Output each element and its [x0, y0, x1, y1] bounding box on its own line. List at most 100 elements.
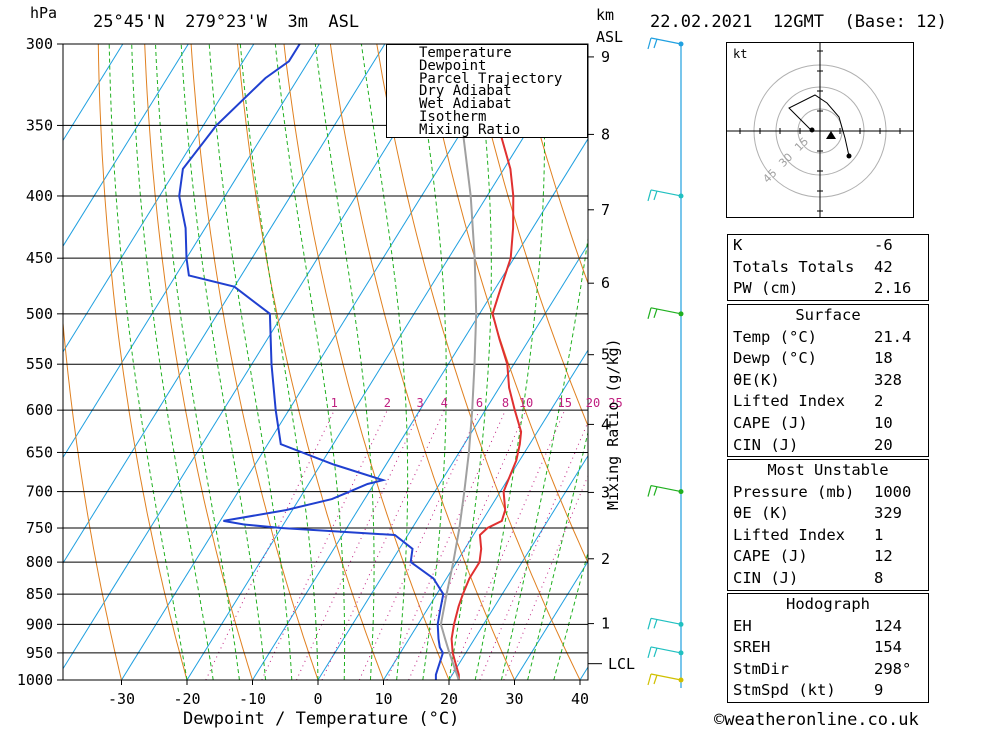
isotherm-line — [121, 44, 517, 680]
pressure-tick-label: 650 — [26, 443, 53, 461]
surface-thetae-label: θE(K) — [733, 370, 780, 389]
index-table-surface: Surface Temp (°C) 21.4 Dewp (°C) 18 θE(K) 3… — [727, 304, 929, 458]
temp-tick-label: 0 — [313, 690, 322, 708]
dry-adiabat-line — [97, 44, 188, 680]
surface-cape-value: 10 — [874, 413, 893, 432]
pressure-tick-label: 750 — [26, 519, 53, 537]
isotherm-line — [317, 243, 588, 680]
dry-adiabat-line — [190, 44, 319, 680]
pressure-tick-label: 1000 — [17, 671, 53, 689]
wind-barb — [647, 484, 682, 497]
mu-pressure-label: Pressure (mb) — [733, 482, 855, 501]
km-tick-label: 6 — [601, 274, 610, 292]
dry-adiabat-line — [376, 44, 581, 680]
isotherm-line — [63, 44, 189, 248]
hodograph-ring-label: 15 — [792, 135, 811, 154]
index-tt-label: Totals Totals — [733, 257, 855, 276]
km-tick-label: 5 — [601, 346, 610, 364]
mixing-ratio-line — [296, 409, 421, 680]
temp-tick-label: -20 — [173, 690, 200, 708]
index-table-general: K -6 Totals Totals 42 PW (cm) 2.16 — [727, 234, 929, 301]
hodograph-ring-label: 45 — [760, 166, 779, 185]
wet-adiabat-line — [155, 44, 240, 680]
hodo-sreh-value: 154 — [874, 638, 902, 657]
dry-adiabat-line — [63, 317, 122, 680]
surface-dewp-value: 18 — [874, 349, 893, 368]
legend-item-label: Dewpoint — [419, 57, 487, 74]
mixing-ratio-tick-label: 20 — [586, 396, 600, 410]
mu-cape-value: 12 — [874, 547, 893, 566]
km-tick-label: 2 — [601, 550, 610, 568]
mixing-ratio-tick-label: 8 — [502, 396, 509, 410]
hodo-stmspd-label: StmSpd (kt) — [733, 681, 836, 700]
wet-adiabat-line — [314, 44, 375, 680]
datetime-label: 22.02.2021 12GMT (Base: 12) — [650, 12, 947, 32]
legend-item-label: Temperature — [419, 45, 512, 61]
wind-barb — [647, 37, 682, 50]
mixing-ratio-tick-label: 6 — [476, 396, 483, 410]
site-link[interactable]: weatheronline.co.uk — [724, 710, 919, 730]
temp-tick-label: 20 — [440, 690, 458, 708]
dry-adiabat-line — [980, 44, 1000, 680]
surface-title: Surface — [795, 306, 861, 324]
pressure-tick-label: 400 — [26, 187, 53, 205]
isotherm-line — [63, 44, 255, 353]
asl-label: ASL — [596, 28, 624, 46]
mixing-ratio-line — [321, 409, 445, 680]
mu-li-label: Lifted Index — [733, 525, 845, 544]
km-tick-label: 8 — [601, 125, 610, 143]
legend-item-label: Mixing Ratio — [419, 121, 521, 138]
temp-tick-label: 30 — [505, 690, 523, 708]
km-tick-label: 9 — [601, 48, 610, 66]
wet-adiabat-line — [553, 550, 588, 680]
plot-area — [63, 44, 1000, 680]
index-tt-value: 42 — [874, 257, 893, 276]
mixing-ratio-tick-label: 1 — [331, 396, 338, 410]
mixing-ratio-axis-title: Mixing Ratio (g/kg) — [604, 338, 622, 510]
mu-title: Most Unstable — [767, 461, 889, 479]
isotherm-line — [252, 137, 588, 680]
hodograph-startpoint — [809, 127, 815, 133]
wind-barb — [647, 307, 682, 320]
hodo-stmspd-value: 9 — [874, 681, 884, 700]
footer-credit[interactable]: ©weatheronline.co.uk — [714, 710, 919, 730]
temp-tick-label: 40 — [571, 690, 589, 708]
dry-adiabat-line — [283, 44, 450, 680]
wind-barb — [647, 189, 682, 202]
pressure-tick-label: 800 — [26, 553, 53, 571]
isotherm-line — [383, 349, 588, 680]
wet-adiabat-line — [414, 44, 447, 680]
surface-temp-value: 21.4 — [874, 327, 912, 346]
km-tick-label: 4 — [601, 415, 610, 433]
location-title: 25°45'N 279°23'W 3m ASL — [93, 12, 360, 32]
dry-adiabat-line — [934, 44, 1000, 680]
pressure-tick-label: 550 — [26, 355, 53, 373]
mu-cape-label: CAPE (J) — [733, 547, 808, 566]
mixing-ratio-tick-label: 3 — [417, 396, 424, 410]
pressure-tick-label: 600 — [26, 401, 53, 419]
pressure-tick-label: 700 — [26, 483, 53, 501]
dry-adiabat-line — [515, 44, 588, 285]
index-k-value: -6 — [874, 236, 893, 254]
mu-li-value: 1 — [874, 525, 884, 544]
wet-adiabat-line — [274, 44, 346, 680]
mixing-ratio-tick-label: 2 — [384, 396, 391, 410]
dry-adiabat-line — [469, 44, 588, 428]
index-table-hodograph: Hodograph EH 124 SREH 154 StmDir 298° StmSp… — [727, 593, 929, 703]
wind-barb — [647, 617, 682, 630]
pressure-tick-label: 300 — [26, 35, 53, 53]
pressure-tick-label: 350 — [26, 116, 53, 134]
wet-adiabat-line — [131, 44, 214, 680]
pressure-tick-label: 500 — [26, 305, 53, 323]
isotherm-line — [63, 44, 386, 565]
surface-li-value: 2 — [874, 392, 884, 411]
dry-adiabat-line — [329, 44, 515, 680]
isotherm-line — [514, 560, 588, 680]
x-axis-title: Dewpoint / Temperature (°C) — [183, 709, 460, 729]
hodo-stmdir-label: StmDir — [733, 659, 789, 678]
wet-adiabat-line — [474, 44, 545, 680]
temp-tick-label: 10 — [374, 690, 392, 708]
mu-cin-value: 8 — [874, 568, 884, 587]
hodo-title: Hodograph — [786, 595, 870, 613]
isotherm-line — [448, 454, 588, 680]
